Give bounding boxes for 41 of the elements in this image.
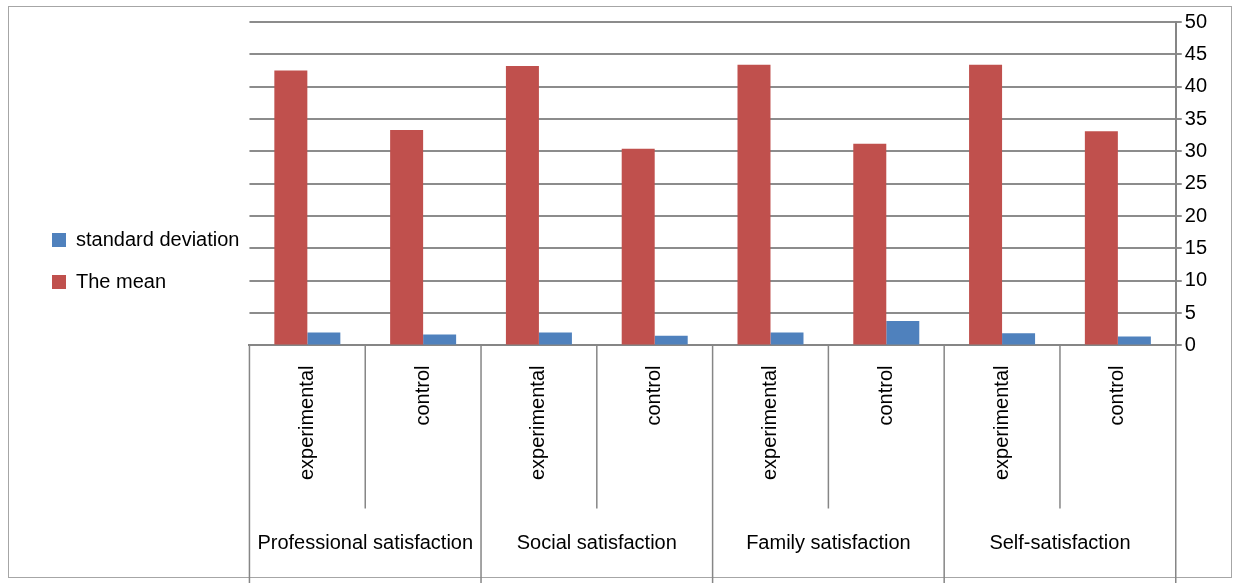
bar [969, 64, 1003, 345]
x-tick-label: experimental [758, 365, 781, 481]
y-tick-label: 5 [1184, 300, 1196, 323]
x-tick-label: experimental [294, 365, 317, 481]
y-tick-label: 35 [1184, 106, 1207, 129]
y-tick-label: 25 [1184, 171, 1207, 194]
x-tick-label: control [642, 365, 665, 426]
y-tick-label: 50 [1184, 9, 1207, 32]
text: Self-satisfaction [989, 531, 1131, 554]
text: Professional satisfaction [257, 531, 474, 554]
legend-label: The mean [76, 269, 167, 292]
bar [274, 70, 308, 345]
bar [737, 64, 771, 345]
bar [621, 148, 655, 345]
bar [853, 143, 887, 345]
y-tick-label: 20 [1184, 203, 1207, 226]
y-tick-label: 15 [1184, 235, 1207, 258]
y-tick-label: 40 [1184, 74, 1207, 97]
x-tick-label: control [410, 365, 433, 426]
x-tick-label: control [1105, 365, 1128, 426]
y-tick-label: 30 [1184, 138, 1207, 161]
bar [390, 130, 424, 345]
bar [1002, 333, 1036, 345]
text: Social satisfaction [516, 531, 677, 554]
text: Family satisfaction [746, 531, 911, 554]
bar [505, 66, 539, 345]
bar [307, 332, 341, 345]
x-tick-label: control [873, 365, 896, 426]
legend-label: standard deviation [76, 227, 240, 250]
bar [423, 334, 457, 345]
bar [1084, 131, 1118, 345]
x-tick-label: experimental [526, 365, 549, 481]
bar [538, 332, 572, 345]
bar [886, 320, 920, 345]
y-tick-label: 0 [1184, 333, 1196, 356]
y-tick-label: 45 [1184, 41, 1207, 64]
y-tick-label: 10 [1184, 268, 1207, 291]
x-tick-label: experimental [989, 365, 1012, 481]
bar [654, 335, 688, 345]
bar [770, 332, 804, 345]
bar [1117, 336, 1151, 345]
